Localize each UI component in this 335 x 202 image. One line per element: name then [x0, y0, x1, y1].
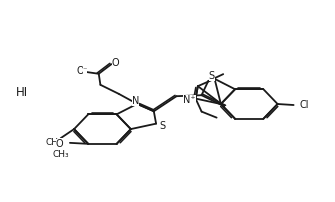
Text: ⁻: ⁻ [83, 66, 87, 75]
Text: CH₃: CH₃ [53, 150, 69, 159]
Text: N⁺: N⁺ [183, 95, 196, 105]
Text: N: N [132, 96, 139, 106]
Text: S: S [159, 121, 165, 131]
Text: O: O [56, 139, 63, 149]
Text: HI: HI [16, 86, 28, 99]
Text: O: O [112, 58, 120, 68]
Text: O: O [76, 66, 84, 76]
Text: CH₃: CH₃ [46, 138, 63, 147]
Text: S: S [209, 70, 215, 81]
Text: Cl: Cl [299, 100, 309, 110]
